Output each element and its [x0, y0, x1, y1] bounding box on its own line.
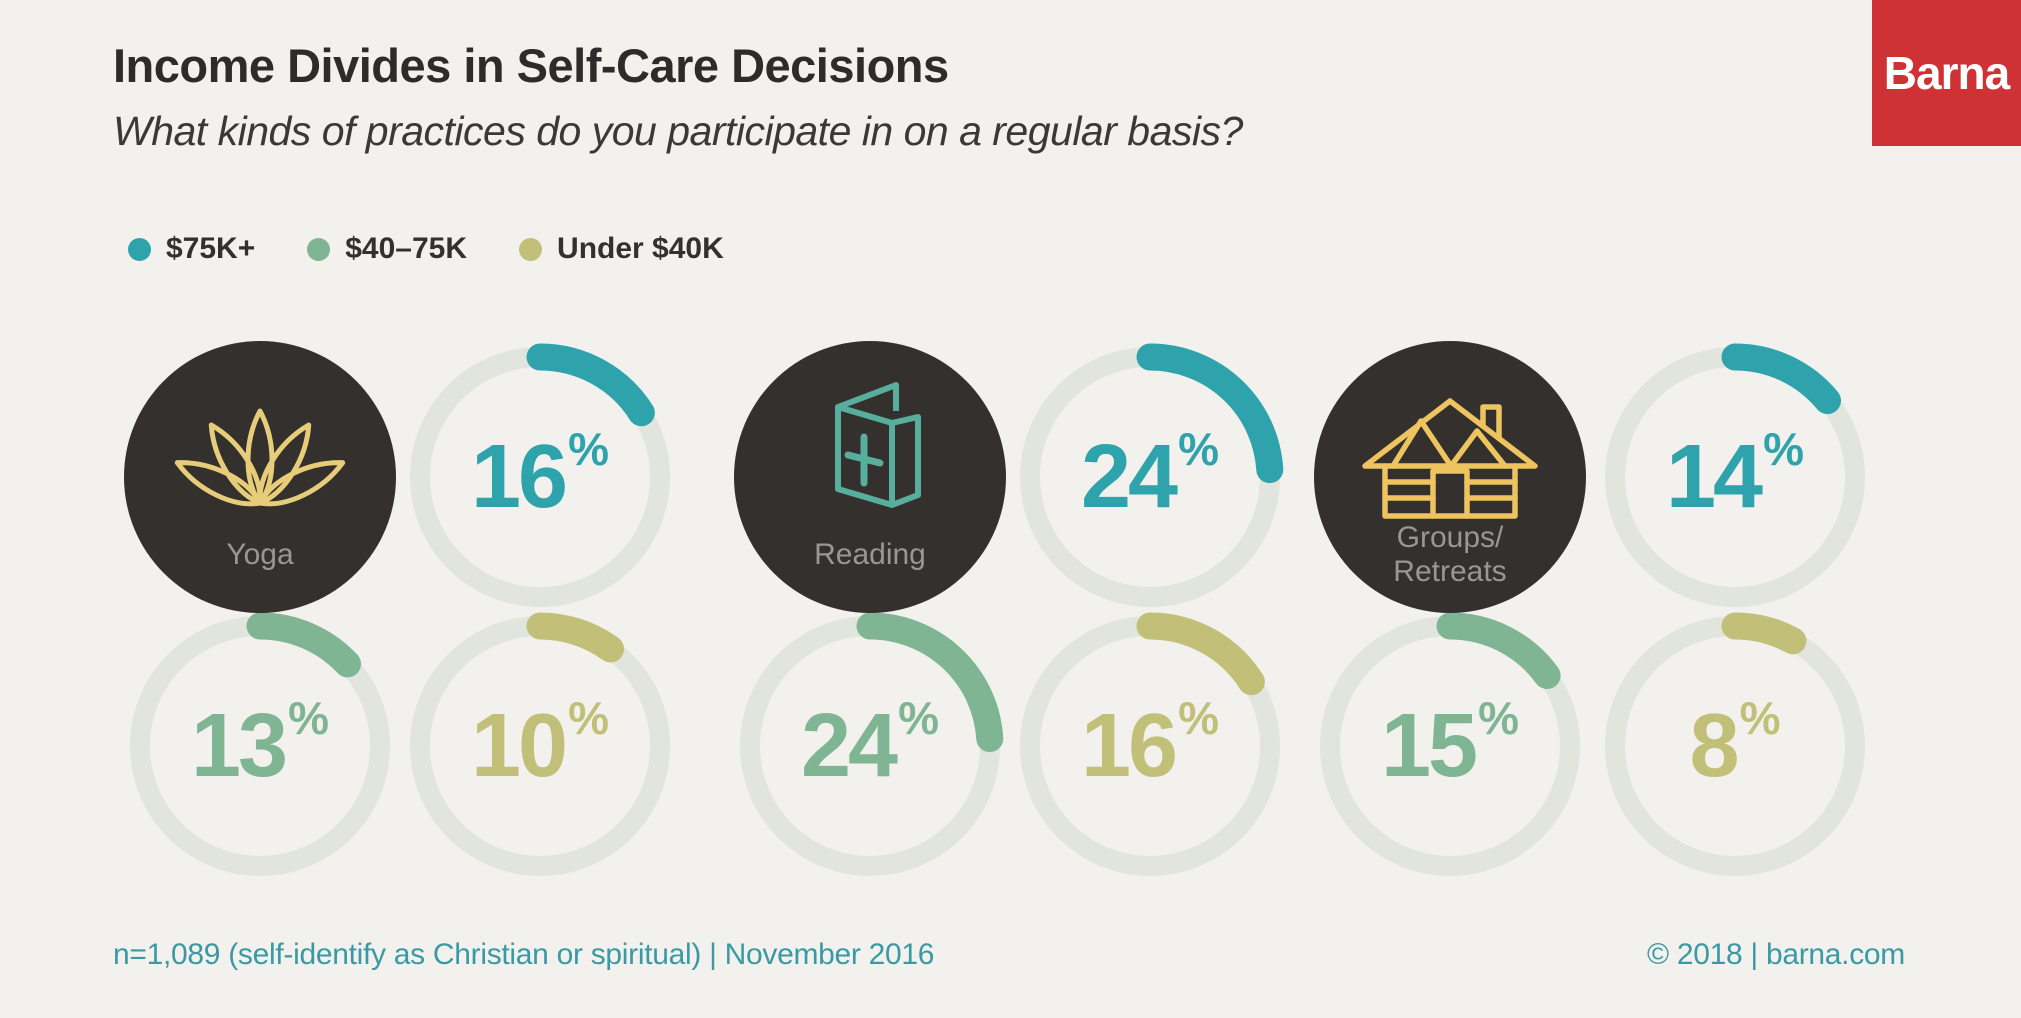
donut-yoga-75k-value: 16%: [470, 423, 609, 527]
category-badge-groups-retreats: Groups/Retreats: [1314, 341, 1586, 613]
category-label-line: Groups/: [1396, 521, 1504, 554]
category-label: Reading: [734, 519, 1006, 591]
legend-label: Under $40K: [557, 232, 724, 265]
bible-booklet-icon: [734, 341, 1006, 512]
percent-sign: %: [568, 423, 609, 475]
donut-groups-retreats-under-40k-arc: [1601, 612, 1869, 880]
barna-logo: Barna: [1872, 0, 2021, 146]
donut-reading-40-75k-arc: [736, 612, 1004, 880]
legend-dot-icon: [128, 237, 151, 261]
category-badge-yoga: Yoga: [124, 341, 396, 613]
donut-reading-under-40k: 16%: [1014, 610, 1286, 882]
donut-groups-retreats-40-75k-arc: [1316, 612, 1584, 880]
donut-groups-retreats-75k-arc: [1601, 343, 1869, 611]
percent-sign: %: [1739, 692, 1781, 744]
donut-yoga-75k-arc: [406, 343, 674, 611]
cabin-icon: [1314, 341, 1586, 526]
page-title: Income Divides in Self-Care Decisions: [113, 39, 949, 92]
percent-sign: %: [898, 692, 939, 744]
percent-sign: %: [568, 692, 609, 744]
donut-yoga-40-75k: 13%: [124, 610, 396, 882]
donut-yoga-40-75k-arc: [126, 612, 394, 880]
percent-sign: %: [1478, 692, 1519, 744]
legend-item-2: $40–75K: [307, 232, 467, 266]
donut-yoga-75k: 16%: [404, 341, 676, 613]
copyright-note: © 2018 | barna.com: [1647, 938, 1905, 971]
donut-reading-under-40k-arc: [1016, 612, 1284, 880]
donut-reading-75k-value: 24%: [1080, 423, 1219, 527]
barna-logo-text: Barna: [1883, 47, 2010, 99]
donut-yoga-under-40k: 10%: [404, 610, 676, 882]
donut-reading-75k: 24%: [1014, 341, 1286, 613]
category-badge-reading: Reading: [734, 341, 1006, 613]
donut-groups-retreats-75k-value: 14%: [1665, 423, 1804, 527]
legend-dot-icon: [519, 237, 543, 261]
donut-yoga-under-40k-arc: [406, 612, 674, 880]
legend-item-1: $75K+: [128, 232, 255, 266]
donut-reading-under-40k-value: 16%: [1080, 692, 1219, 796]
percent-sign: %: [1178, 692, 1219, 744]
donut-groups-retreats-40-75k: 15%: [1314, 610, 1586, 882]
donut-yoga-under-40k-value: 10%: [470, 692, 609, 796]
donut-yoga-40-75k-value: 13%: [190, 692, 329, 796]
sample-footnote: n=1,089 (self-identify as Christian or s…: [113, 938, 935, 971]
legend-label: $75K+: [166, 232, 256, 265]
donut-groups-retreats-under-40k: 8%: [1599, 610, 1871, 882]
legend-label: $40–75K: [345, 232, 468, 265]
percent-sign: %: [1763, 423, 1804, 475]
page-subtitle: What kinds of practices do you participa…: [113, 108, 1243, 154]
percent-sign: %: [1178, 423, 1219, 475]
legend-item-3: Under $40K: [519, 232, 724, 266]
category-label: Yoga: [124, 519, 396, 591]
donut-groups-retreats-under-40k-value: 8%: [1689, 692, 1781, 796]
donut-reading-40-75k-value: 24%: [800, 692, 939, 796]
category-label-line: Retreats: [1393, 555, 1507, 588]
category-label-line: Yoga: [226, 538, 294, 571]
donut-groups-retreats-40-75k-value: 15%: [1380, 692, 1519, 796]
donut-reading-40-75k: 24%: [734, 610, 1006, 882]
category-label: Groups/Retreats: [1314, 519, 1586, 591]
lotus-icon: [124, 341, 396, 521]
legend: $75K+ $40–75K Under $40K: [128, 232, 724, 266]
legend-dot-icon: [307, 237, 331, 261]
percent-sign: %: [288, 692, 329, 744]
donut-reading-75k-arc: [1016, 343, 1284, 611]
category-label-line: Reading: [814, 538, 926, 571]
donut-groups-retreats-75k: 14%: [1599, 341, 1871, 613]
